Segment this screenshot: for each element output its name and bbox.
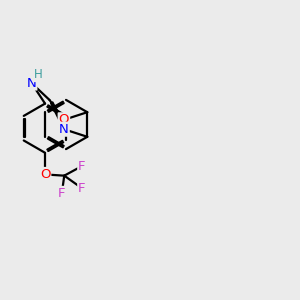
Text: N: N <box>27 76 36 89</box>
Text: H: H <box>34 68 43 81</box>
Text: F: F <box>78 160 86 172</box>
Text: F: F <box>78 182 86 195</box>
Text: O: O <box>40 168 50 181</box>
Text: N: N <box>59 123 69 136</box>
Text: F: F <box>58 187 66 200</box>
Text: O: O <box>59 113 69 126</box>
